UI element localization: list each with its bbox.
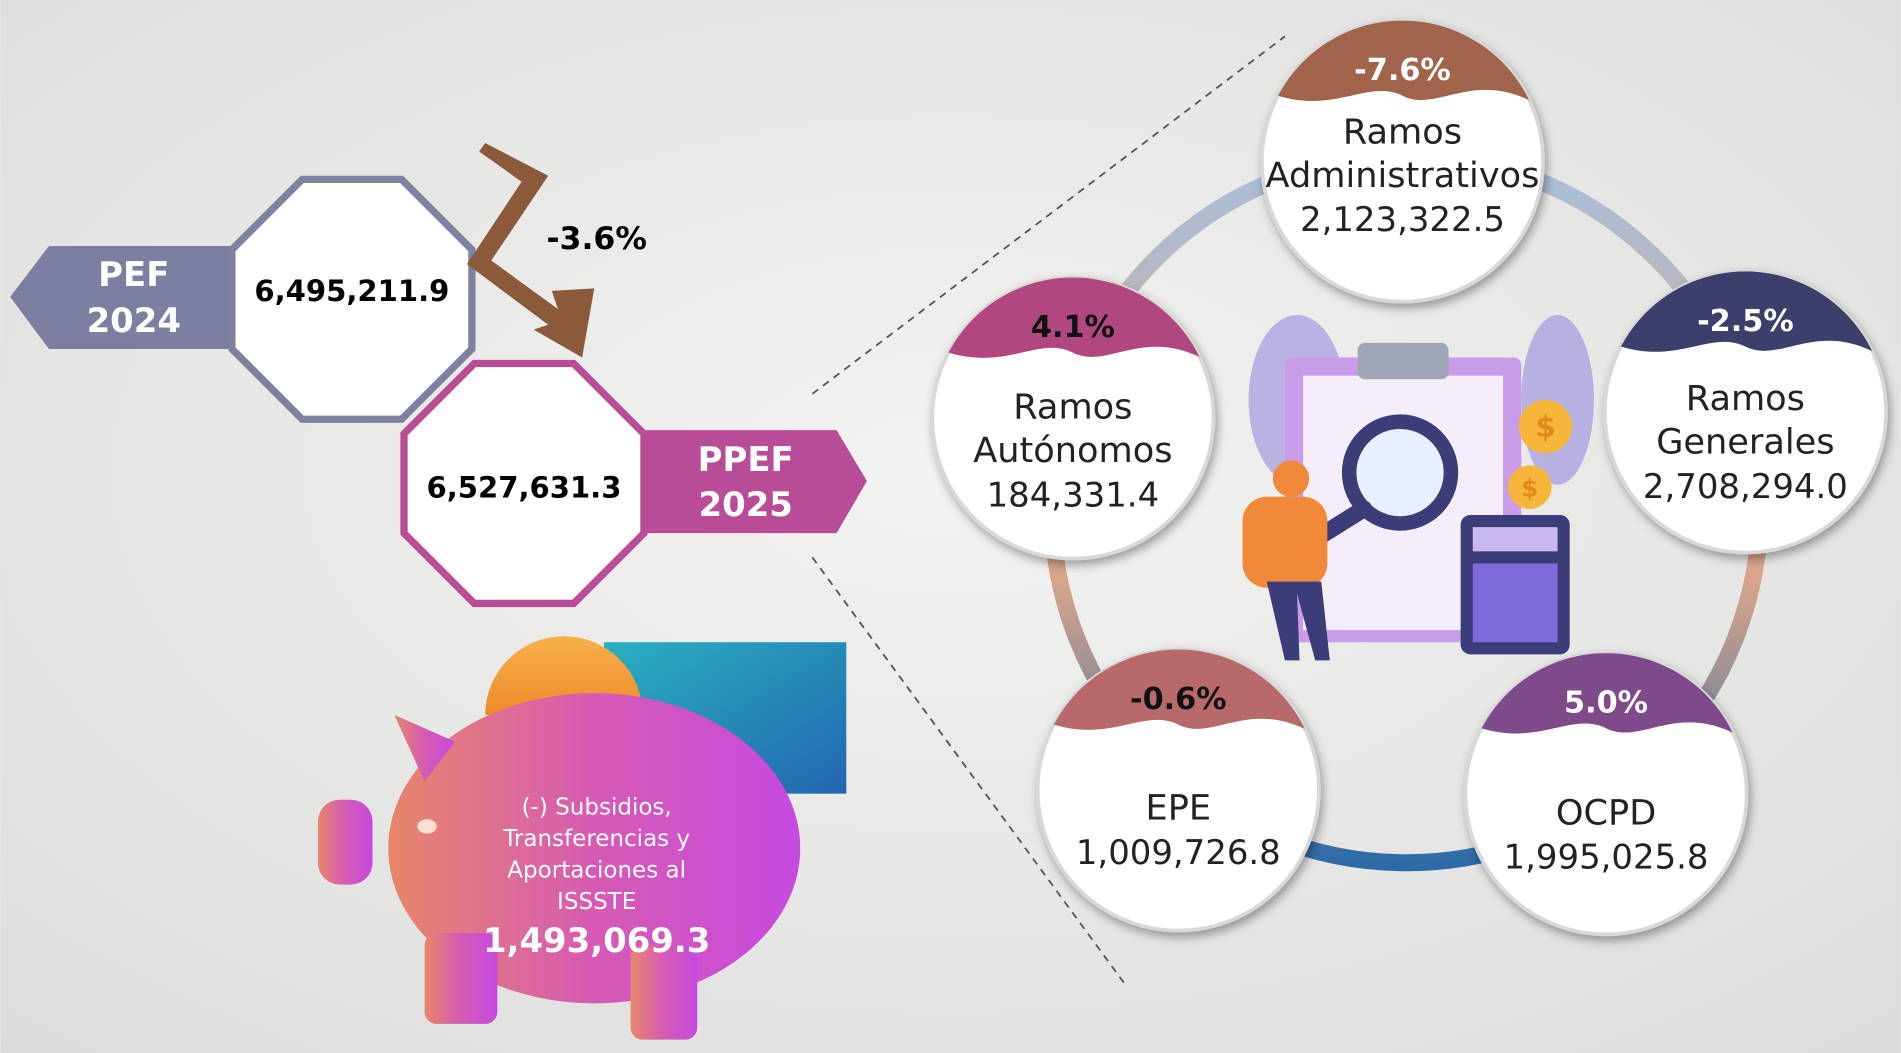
subsidies-line: Transferencias y <box>502 826 690 852</box>
pef-label: 2024 <box>87 301 181 340</box>
subsidies-line: ISSSTE <box>557 889 636 915</box>
node-label: Ramos <box>1343 111 1462 152</box>
node-change: -0.6% <box>1130 682 1227 717</box>
node-value: 2,708,294.0 <box>1643 467 1848 506</box>
ppef-value: 6,527,631.3 <box>426 471 621 505</box>
node-change: 5.0% <box>1564 686 1648 721</box>
node-value: 1,009,726.8 <box>1076 833 1281 872</box>
node-label: Generales <box>1656 421 1834 462</box>
subsidies-value: 1,493,069.3 <box>483 921 710 960</box>
subsidies-line: Aportaciones al <box>507 858 686 884</box>
node-value: 184,331.4 <box>987 475 1160 514</box>
node-label: Ramos <box>1686 378 1805 419</box>
change: -3.6% <box>546 221 646 257</box>
ppef-label: PPEF <box>698 440 794 479</box>
node-label: OCPD <box>1556 792 1656 833</box>
node-change: 4.1% <box>1031 310 1115 345</box>
pef-value: 6,495,211.9 <box>254 274 449 308</box>
node-change: -7.6% <box>1354 53 1451 88</box>
node-value: 1,995,025.8 <box>1504 838 1709 877</box>
subsidies-line: (-) Subsidios, <box>522 795 672 821</box>
ppef-label: 2025 <box>699 485 793 524</box>
node-change: -2.5% <box>1697 304 1794 339</box>
infographic: PEF 2024 6,495,211.9 -3.6% 6,527,631.3 P… <box>0 0 1901 1053</box>
node-label: EPE <box>1146 787 1212 828</box>
icon-glyph: $ <box>1535 410 1555 444</box>
pef-label: PEF <box>98 255 169 294</box>
node-label: Ramos <box>1013 386 1132 427</box>
icon-glyph: $ <box>1521 475 1538 503</box>
node-label: Administrativos <box>1266 155 1540 196</box>
node-value: 2,123,322.5 <box>1300 200 1505 239</box>
node-label: Autónomos <box>973 430 1172 471</box>
illustration: $ $ <box>1243 315 1594 660</box>
